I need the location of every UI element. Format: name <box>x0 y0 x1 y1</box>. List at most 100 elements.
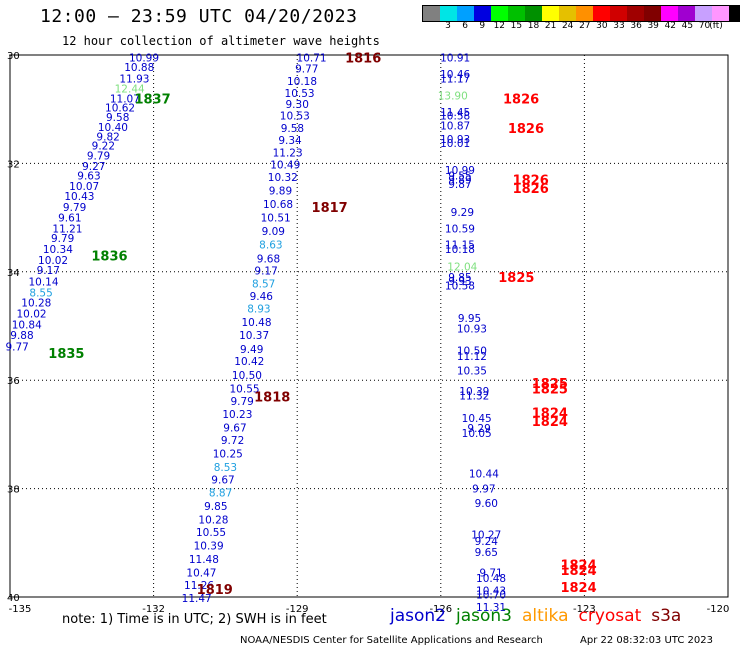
satellite-legend-s3a: s3a <box>651 606 682 626</box>
legend-label: 30 <box>596 21 608 31</box>
wave-height-value: 9.58 <box>281 123 304 135</box>
legend-label: 42 <box>664 21 677 31</box>
legend-swatch <box>610 6 627 21</box>
legend-label: 70 <box>698 21 711 31</box>
wave-height-value: 9.17 <box>37 265 60 277</box>
wave-height-value: 12.04 <box>447 261 477 273</box>
latitude-tick-label: 40 <box>7 593 20 604</box>
wave-height-value: 9.61 <box>58 213 81 225</box>
wave-height-value: 9.89 <box>269 186 292 198</box>
wave-height-value: 10.48 <box>241 317 271 329</box>
wave-height-value: 9.65 <box>475 547 498 559</box>
legend-label: 45 <box>681 21 694 31</box>
wave-height-value: 10.39 <box>459 386 489 398</box>
wave-height-value: 10.93 <box>457 324 487 336</box>
legend-label: 39 <box>647 21 659 31</box>
wave-height-value: 9.24 <box>475 536 499 548</box>
wave-height-value: 10.50 <box>457 345 487 357</box>
generated-timestamp: Apr 22 08:32:03 UTC 2023 <box>580 635 713 646</box>
wave-height-value: 10.05 <box>462 428 492 440</box>
wave-height-value: 9.34 <box>278 135 302 147</box>
wave-height-value: 11.45 <box>440 107 470 119</box>
wave-height-value: 10.43 <box>476 585 506 597</box>
wave-height-value: 10.50 <box>232 370 262 382</box>
wave-height-value: 10.42 <box>234 356 264 368</box>
wave-height-value: 9.71 <box>479 568 502 580</box>
wave-height-value: 10.23 <box>222 409 252 421</box>
legend-label: 24 <box>561 21 574 31</box>
wave-height-value: 10.25 <box>213 448 243 460</box>
legend-swatch <box>661 6 678 21</box>
track-time-label: 1826 <box>503 92 539 107</box>
wave-height-value: 11.47 <box>182 593 212 605</box>
legend-swatch <box>542 6 559 21</box>
track-time-label: 1824 <box>560 564 596 579</box>
latitude-tick-label: 36 <box>7 376 20 387</box>
wave-height-value: 8.57 <box>252 279 275 291</box>
legend-swatch <box>525 6 542 21</box>
wave-height-value: 10.40 <box>98 122 128 134</box>
wave-height-value: 10.55 <box>196 527 226 539</box>
longitude-tick-label: -123 <box>573 604 596 615</box>
wave-height-value: 10.18 <box>287 76 317 88</box>
legend-swatch <box>644 6 661 21</box>
track-time-label: 1835 <box>48 347 84 362</box>
satellite-legend-cryosat: cryosat <box>578 606 642 626</box>
satellite-legend-jason2: jason2 <box>390 606 446 626</box>
wave-height-value: 10.18 <box>445 244 475 256</box>
footnote: note: 1) Time is in UTC; 2) SWH is in fe… <box>62 612 327 627</box>
wave-height-value: 10.93 <box>440 134 470 146</box>
wave-height-value: 9.88 <box>10 330 33 342</box>
legend-swatch <box>457 6 474 21</box>
wave-height-value: 10.34 <box>43 244 73 256</box>
legend-label: 21 <box>544 21 557 31</box>
legend-swatch <box>627 6 644 21</box>
wave-height-value: 9.82 <box>96 131 119 143</box>
legend-swatch <box>474 6 491 21</box>
wave-height-value: 8.53 <box>214 462 237 474</box>
wave-height-value: 9.93 <box>448 276 471 288</box>
legend-swatch <box>593 6 610 21</box>
track-time-label: 1819 <box>197 583 233 598</box>
wave-height-value: 9.09 <box>262 226 285 238</box>
wave-height-value: 10.39 <box>194 541 224 553</box>
latitude-tick-label: 38 <box>7 485 20 496</box>
longitude-tick-label: -120 <box>707 604 730 615</box>
wave-height-value: 9.60 <box>475 498 498 510</box>
wave-height-value: 9.27 <box>82 161 105 173</box>
legend-swatch <box>423 6 440 21</box>
wave-height-value: 9.89 <box>448 175 471 187</box>
wave-height-value: 9.68 <box>257 253 280 265</box>
track-time-label: 1816 <box>345 52 381 67</box>
longitude-tick-label: -132 <box>142 604 165 615</box>
track-time-label: 1824 <box>560 581 596 596</box>
wave-height-value: 10.01 <box>440 138 470 150</box>
color-scale-legend <box>422 5 740 22</box>
wave-height-value: 11.12 <box>457 351 487 363</box>
track-time-label: 1825 <box>498 271 534 286</box>
wave-height-value: 8.63 <box>259 240 282 252</box>
wave-height-value: 10.58 <box>445 280 475 292</box>
wave-height-value: 10.28 <box>21 298 51 310</box>
wave-height-value: 9.49 <box>240 344 263 356</box>
wave-height-value: 9.46 <box>250 291 274 303</box>
wave-height-value: 9.58 <box>106 112 129 124</box>
wave-height-value: 11.21 <box>52 223 82 235</box>
wave-height-value: 11.17 <box>440 73 470 85</box>
wave-height-value: 10.87 <box>440 120 470 132</box>
wave-height-value: 10.48 <box>476 573 506 585</box>
wave-height-value: 10.99 <box>129 53 159 65</box>
wave-height-value: 10.53 <box>280 111 310 123</box>
legend-label: 36 <box>630 21 642 31</box>
map-frame <box>9 54 729 598</box>
latitude-tick-label: 32 <box>7 159 20 170</box>
legend-swatch <box>508 6 525 21</box>
wave-height-value: 11.31 <box>476 602 506 614</box>
wave-height-value: 10.28 <box>198 514 228 526</box>
wave-height-value: 10.51 <box>261 213 291 225</box>
wave-height-value: 9.55 <box>448 170 471 182</box>
wave-height-value: 10.46 <box>440 69 470 81</box>
wave-height-value: 9.85 <box>204 501 227 513</box>
track-time-label: 1818 <box>254 390 290 405</box>
